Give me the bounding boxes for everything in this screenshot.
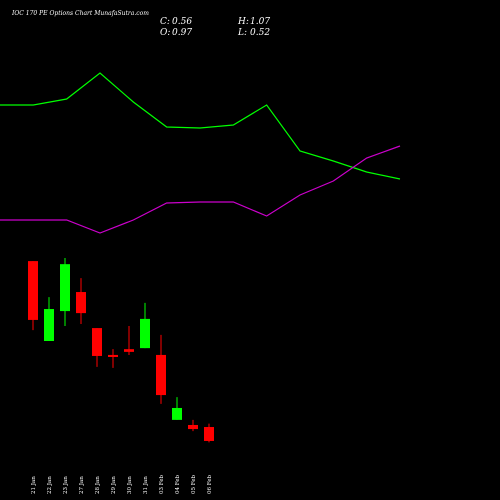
candle-body <box>60 264 70 312</box>
candle-body <box>28 261 38 320</box>
x-tick-label: 03 Feb <box>159 474 165 494</box>
x-tick-label: 23 Jan <box>63 476 69 494</box>
summary-label: H: <box>237 17 249 27</box>
line-series <box>0 72 401 180</box>
candle-body <box>76 292 86 314</box>
summary-value: 0.97 <box>172 28 192 38</box>
summary-value: 0.52 <box>250 28 270 38</box>
candle-body <box>92 328 102 356</box>
candle-body <box>156 354 166 396</box>
candle-body <box>44 309 54 341</box>
candle-body <box>204 427 214 441</box>
x-tick-label: 22 Jan <box>47 476 53 494</box>
candle-body <box>188 424 198 430</box>
x-tick-label: 04 Feb <box>175 474 181 494</box>
summary-label: L: <box>237 28 247 38</box>
summary-label: O: <box>160 28 170 38</box>
candle-body <box>172 407 182 420</box>
x-tick-label: 27 Jan <box>79 476 85 494</box>
x-tick-label: 21 Jan <box>31 476 37 494</box>
candle-body <box>124 349 134 352</box>
summary-value: 1.07 <box>250 17 270 27</box>
x-tick-label: 31 Jan <box>143 476 149 494</box>
candle-body <box>140 318 150 349</box>
summary-value: 0.56 <box>172 17 192 27</box>
x-tick-label: 30 Jan <box>127 476 133 494</box>
x-tick-label: 28 Jan <box>95 476 101 494</box>
x-tick-label: 06 Feb <box>207 474 213 494</box>
candle-body <box>108 354 118 357</box>
x-tick-label: 29 Jan <box>111 476 117 494</box>
summary-label: C: <box>160 17 170 27</box>
chart-title: IOC 170 PE Options Chart MunafaSutra.com <box>11 10 149 17</box>
line-series <box>0 145 401 234</box>
x-tick-label: 05 Feb <box>191 474 197 494</box>
